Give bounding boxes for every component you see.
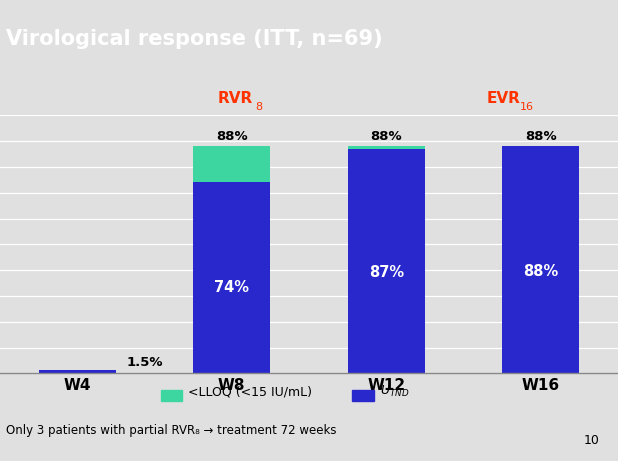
Text: $U_{TND}$: $U_{TND}$ [380, 384, 409, 399]
Text: EVR: EVR [487, 91, 520, 106]
Bar [193, 146, 271, 183]
Text: 88%: 88% [523, 264, 559, 279]
Bar [193, 183, 271, 373]
Text: 1.5%: 1.5% [127, 356, 163, 369]
Bar [347, 146, 425, 149]
Text: 74%: 74% [214, 280, 249, 295]
Text: 16: 16 [520, 102, 534, 112]
Text: 87%: 87% [369, 265, 404, 280]
Text: 88%: 88% [216, 130, 248, 143]
Text: Virological response (ITT, n=69): Virological response (ITT, n=69) [6, 29, 383, 49]
Text: 88%: 88% [370, 130, 402, 143]
Text: 8: 8 [255, 102, 262, 112]
Bar [347, 149, 425, 373]
Text: 10: 10 [583, 434, 599, 447]
Bar [352, 390, 374, 401]
Bar [38, 370, 116, 373]
Text: 88%: 88% [525, 130, 557, 143]
Text: <LLOQ (<15 IU/mL): <LLOQ (<15 IU/mL) [188, 385, 313, 398]
Text: RVR: RVR [217, 91, 253, 106]
Bar [502, 146, 580, 373]
Bar [161, 390, 182, 401]
Text: Only 3 patients with partial RVR₈ → treatment 72 weeks: Only 3 patients with partial RVR₈ → trea… [6, 424, 337, 437]
